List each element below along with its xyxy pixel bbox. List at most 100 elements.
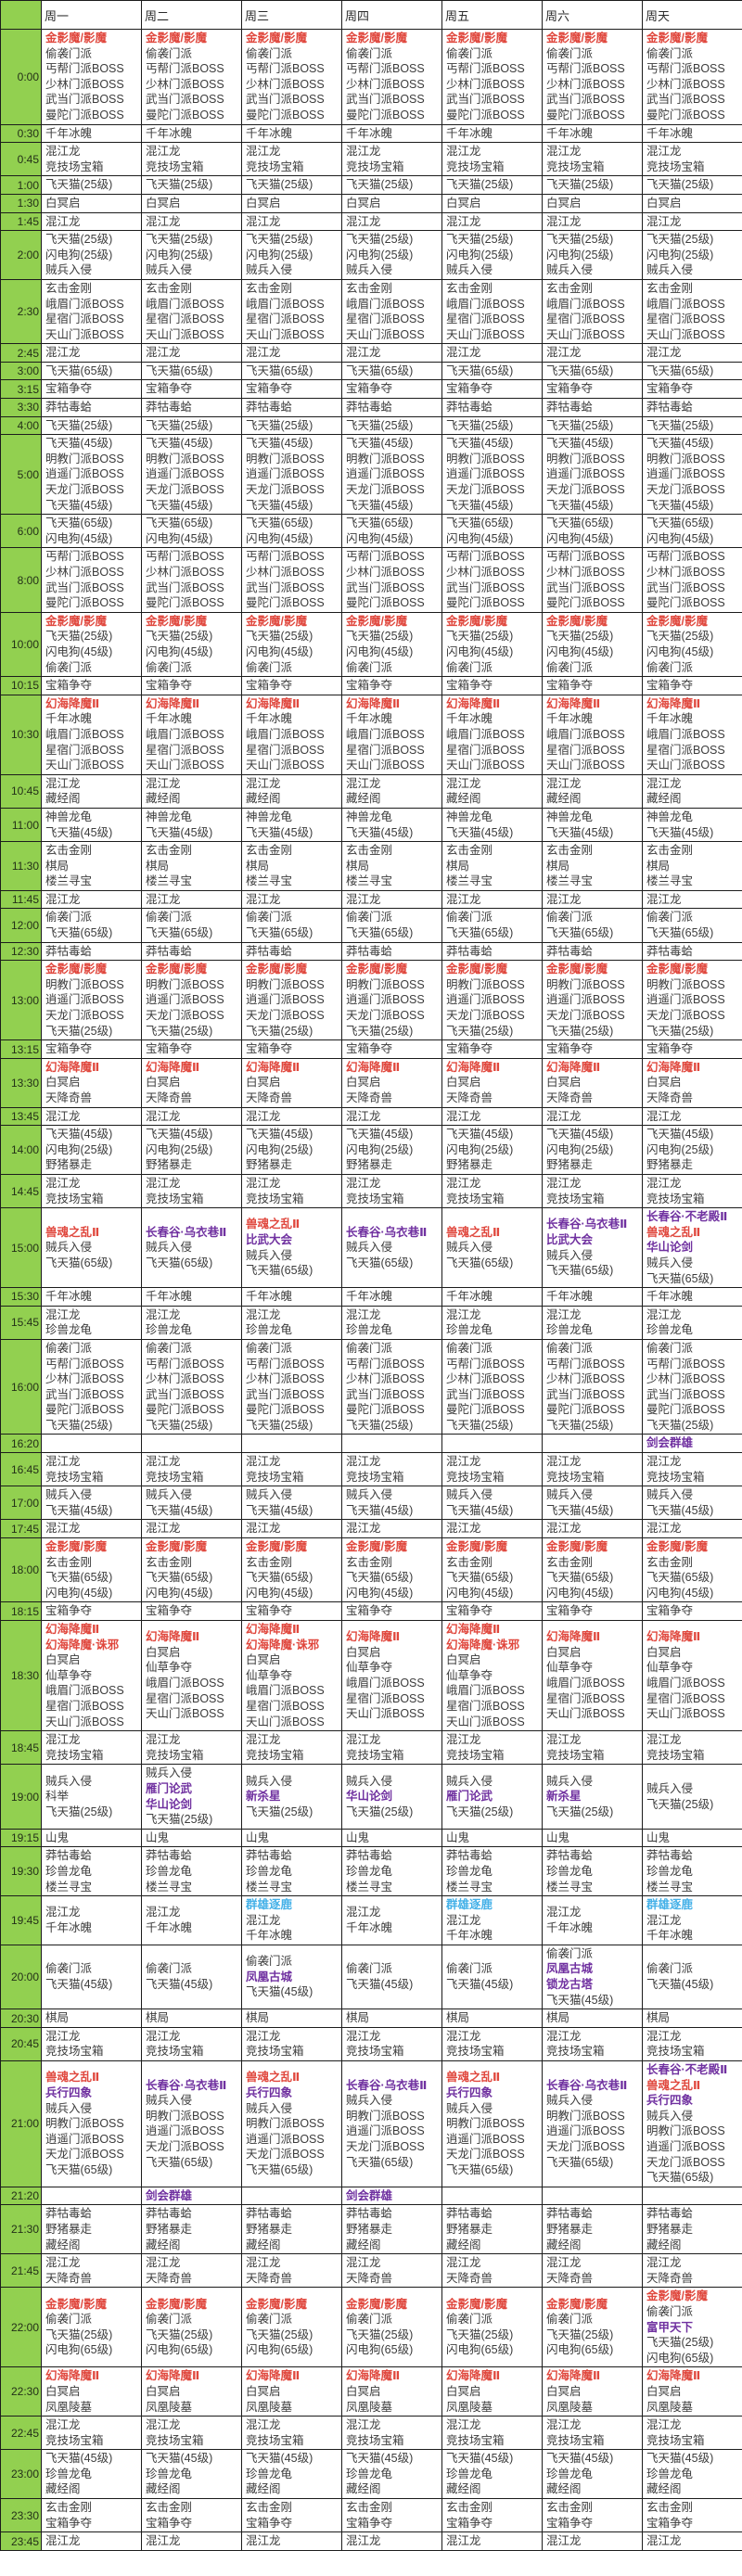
schedule-row: 19:30 莽牯毒蛤 珍兽龙龟 楼兰寻宝 莽牯毒蛤 珍兽龙龟 楼兰寻宝 莽牯毒蛤 珍兽龙龟 楼兰寻…	[0, 1846, 742, 1897]
event-label: 逍遥门派BOSS	[246, 467, 325, 481]
event-label: 金影魔/影魔	[146, 2297, 207, 2311]
event-label: 野猪暴走	[346, 1158, 393, 1172]
event-label: 飞天猫(65级)	[346, 363, 414, 377]
schedule-row: 21:30 莽牯毒蛤 野猪暴走 藏经阁 莽牯毒蛤 野猪暴走 藏经阁 莽牯毒蛤 野猪暴走 藏经阁 莽牯…	[0, 2204, 742, 2255]
schedule-cell: 飞天猫(25级) 闪电狗(25级) 贼兵入侵	[341, 230, 442, 280]
schedule-cell: 金影魔/影魔 玄击金刚 飞天猫(65级) 闪电狗(45级)	[341, 1537, 442, 1603]
event-label: 宝箱争夺	[546, 382, 594, 396]
event-label: 飞天猫(45级)	[346, 1128, 414, 1141]
schedule-cell: 混江龙 藏经阁	[241, 773, 342, 809]
schedule-row: 18:45 混江龙 竞技场宝箱 混江龙 竞技场宝箱 混江龙 竞技场宝箱 混江龙 竞技场宝箱 混江龙…	[0, 1730, 742, 1766]
schedule-cell: 混江龙 珍兽龙龟	[41, 1305, 142, 1340]
schedule-row: 15:00 兽魂之乱Ⅱ 贼兵入侵 飞天猫(65级) 长春谷·乌衣巷Ⅱ 贼兵入侵 飞天猫(65…	[0, 1207, 742, 1289]
event-label: 混江龙	[546, 1906, 582, 1919]
event-label: 飞天猫(65级)	[346, 516, 414, 530]
event-label: 飞天猫(45级)	[146, 1503, 213, 1517]
schedule-cell: 混江龙	[441, 211, 543, 232]
schedule-cell: 莽牯毒蛤	[41, 941, 142, 962]
schedule-cell: 群雄逐鹿 混江龙 千年冰魄	[642, 1895, 742, 1945]
event-label: 竞技场宝箱	[146, 1748, 204, 1762]
event-label: 千年冰魄	[546, 1920, 594, 1934]
event-label: 偷袭门派	[146, 1962, 193, 1976]
event-label: 贼兵入侵	[246, 1774, 293, 1788]
time-cell: 22:30	[0, 2366, 42, 2417]
schedule-cell: 混江龙 竞技场宝箱	[441, 142, 543, 177]
event-label: 飞天猫(45级)	[346, 1503, 414, 1517]
event-label: 飞天猫(65级)	[246, 1264, 313, 1278]
event-label: 偷袭门派	[446, 911, 493, 925]
schedule-cell	[542, 2186, 643, 2206]
schedule-cell: 金影魔/影魔 偷袭门派 丐帮门派BOSS 少林门派BOSS 武当门派BOSS 曼陀门派BO…	[41, 29, 142, 125]
schedule-row: 5:00 飞天猫(45级) 明教门派BOSS 逍遥门派BOSS 天龙门派BOSS 飞天猫(…	[0, 434, 742, 516]
event-label: 楼兰寻宝	[646, 874, 694, 888]
event-label: 玄击金刚	[146, 2501, 193, 2515]
schedule-cell: 混江龙 天降奇兽	[542, 2253, 643, 2289]
event-label: 白冥启	[646, 1076, 682, 1090]
event-label: 星宿门派BOSS	[446, 1699, 525, 1713]
event-label: 偷袭门派	[246, 2313, 293, 2327]
event-label: 曼陀门派BOSS	[45, 108, 124, 121]
event-label: 华山论剑	[146, 1797, 193, 1811]
event-label: 天降奇兽	[646, 2271, 694, 2285]
schedule-cell: 神兽龙龟 飞天猫(45级)	[141, 807, 242, 843]
event-label: 飞天猫(45级)	[246, 1985, 313, 1999]
event-label: 飞天猫(25级)	[346, 178, 414, 192]
event-label: 峨眉门派BOSS	[446, 297, 525, 311]
event-label: 偷袭门派	[646, 911, 694, 925]
schedule-cell: 偷袭门派 飞天猫(45级)	[642, 1944, 742, 2010]
event-label: 贼兵入侵	[446, 1241, 493, 1255]
schedule-cell: 贼兵入侵 华山论剑 飞天猫(25级)	[341, 1764, 442, 1830]
event-label: 飞天猫(25级)	[646, 2336, 714, 2350]
event-label: 星宿门派BOSS	[246, 312, 325, 326]
schedule-cell: 飞天猫(45级) 闪电狗(25级) 野猪暴走	[441, 1125, 543, 1175]
event-label: 混江龙	[45, 892, 81, 906]
schedule-row: 20:30 棋局 棋局 棋局 棋局 棋局 棋局 棋局	[0, 2009, 742, 2028]
schedule-cell: 幻海降魔Ⅱ 白冥启 天降奇兽	[341, 1057, 442, 1108]
time-cell: 23:00	[0, 2449, 42, 2500]
event-label: 金影魔/影魔	[646, 963, 708, 976]
event-label: 贼兵入侵	[45, 263, 93, 277]
event-label: 宝箱争夺	[146, 1042, 193, 1056]
schedule-cell: 混江龙	[341, 211, 442, 232]
schedule-cell: 混江龙	[642, 1519, 742, 1539]
event-label: 闪电狗(25级)	[646, 1142, 714, 1156]
event-label: 飞天猫(25级)	[146, 1813, 213, 1827]
time-cell: 6:00	[0, 514, 42, 549]
event-label: 丐帮门派BOSS	[546, 550, 625, 564]
event-label: 闪电狗(45级)	[446, 531, 514, 545]
schedule-cell: 飞天猫(45级) 闪电狗(25级) 野猪暴走	[542, 1125, 643, 1175]
schedule-cell: 宝箱争夺	[542, 676, 643, 695]
event-label: 竞技场宝箱	[246, 2045, 304, 2059]
time-cell: 1:45	[0, 211, 42, 232]
event-label: 天降奇兽	[646, 1091, 694, 1104]
schedule-cell: 混江龙	[41, 1519, 142, 1539]
event-label: 峨眉门派BOSS	[346, 297, 425, 311]
schedule-cell: 飞天猫(25级)	[41, 415, 142, 436]
schedule-cell: 白冥启	[141, 193, 242, 213]
event-label: 竞技场宝箱	[246, 159, 304, 173]
schedule-row: 16:00 偷袭门派 丐帮门派BOSS 少林门派BOSS 武当门派BOSS 曼陀门派BOS…	[0, 1338, 742, 1435]
schedule-row: 2:30 玄击金刚 峨眉门派BOSS 星宿门派BOSS 天山门派BOSS 玄击金刚 峨眉门派…	[0, 278, 742, 345]
schedule-cell: 混江龙	[141, 2531, 242, 2551]
schedule-cell: 飞天猫(25级)	[241, 175, 342, 195]
schedule-cell: 幻海降魔Ⅱ 白冥启 仙草争夺 峨眉门派BOSS 星宿门派BOSS 天山门派BOSS	[642, 1619, 742, 1732]
event-label: 剑会群雄	[646, 1436, 694, 1450]
schedule-cell: 剑会群雄	[141, 2186, 242, 2206]
event-label: 竞技场宝箱	[446, 1470, 505, 1484]
event-label: 飞天猫(65级)	[646, 1271, 714, 1285]
schedule-cell: 莽牯毒蛤 野猪暴走 藏经阁	[241, 2204, 342, 2255]
event-label: 曼陀门派BOSS	[146, 1403, 224, 1417]
schedule-cell: 宝箱争夺	[441, 1601, 543, 1621]
event-label: 楼兰寻宝	[646, 1880, 694, 1894]
event-label: 幻海降魔Ⅱ	[646, 2369, 701, 2383]
event-label: 飞天猫(65级)	[146, 1256, 213, 1269]
event-label: 飞天猫(25级)	[146, 418, 213, 432]
event-label: 飞天猫(25级)	[246, 1418, 313, 1432]
schedule-cell: 混江龙 藏经阁	[41, 773, 142, 809]
event-label: 飞天猫(25级)	[346, 1418, 414, 1432]
event-label: 金影魔/影魔	[446, 963, 507, 976]
event-label: 莽牯毒蛤	[446, 944, 493, 958]
event-label: 玄击金刚	[246, 2501, 293, 2515]
time-cell: 17:00	[0, 1486, 42, 1521]
event-label: 混江龙	[646, 214, 682, 228]
